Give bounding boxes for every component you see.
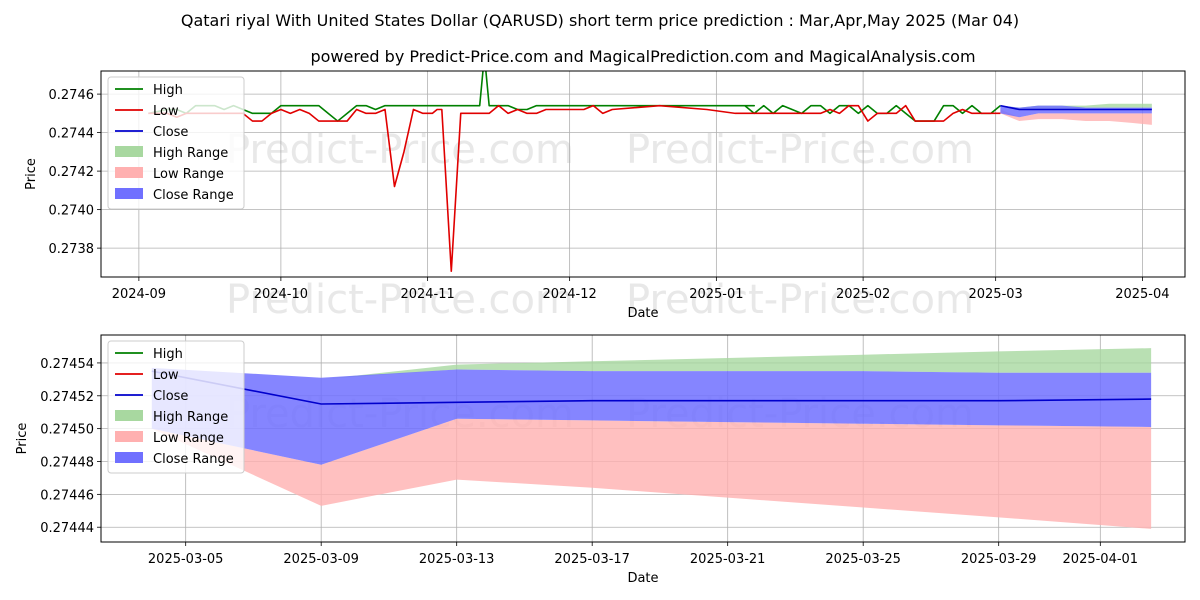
low-range-band [151, 418, 1152, 529]
y-tick-label: 0.2744 [49, 127, 95, 142]
x-tick-label: 2024-11 [400, 287, 454, 302]
legend-label: High Range [153, 146, 228, 161]
close-series-line [1000, 104, 1152, 111]
y-tick-label: 0.2738 [49, 242, 95, 257]
y-tick-label: 0.27452 [40, 390, 94, 405]
x-tick-label: 2025-03-05 [148, 552, 224, 567]
x-tick-label: 2025-03-21 [690, 552, 766, 567]
y-axis-label: Price [24, 158, 39, 190]
legend-label: Low [153, 368, 179, 383]
y-tick-label: 0.27448 [40, 456, 94, 471]
x-tick-label: 2025-03-25 [825, 552, 901, 567]
watermark-text: Predict-Price.com [226, 277, 574, 323]
y-tick-label: 0.27454 [40, 357, 94, 372]
close-range-band [1000, 105, 1152, 118]
legend: High Low Close High Range Low Range Close Ran… [107, 340, 245, 474]
y-tick-label: 0.27444 [40, 521, 94, 536]
chart-title: Qatari riyal With United States Dollar (… [181, 11, 1019, 30]
x-tick-label: 2025-03-29 [961, 552, 1037, 567]
legend-label: High [153, 347, 183, 362]
x-tick-label: 2025-04 [1115, 287, 1169, 302]
x-tick-label: 2024-09 [112, 287, 166, 302]
x-tick-label: 2025-01 [689, 287, 743, 302]
legend-label: Close Range [153, 452, 234, 467]
x-axis-label: Date [627, 571, 658, 586]
legend-swatch [115, 188, 143, 199]
top-panel: Predict-Price.com Predict-Price.com Predic… [24, 70, 1186, 323]
x-tick-label: 2024-10 [254, 287, 308, 302]
high-series-line [148, 71, 1001, 122]
legend-label: Low [153, 104, 179, 119]
legend-label: Close [153, 389, 188, 404]
watermark-text: Predict-Price.com [626, 277, 974, 323]
legend-label: Low Range [153, 167, 224, 182]
high-range-band [151, 348, 1152, 380]
x-tick-label: 2024-12 [542, 287, 596, 302]
close-series-line [151, 370, 1152, 405]
y-axis-label: Price [15, 423, 30, 455]
legend-swatch [115, 410, 143, 421]
legend-swatch [115, 167, 143, 178]
plot-area [148, 71, 1152, 273]
legend-label: Close Range [153, 188, 234, 203]
y-tick-label: 0.27446 [40, 488, 94, 503]
x-tick-label: 2025-04-01 [1063, 552, 1139, 567]
legend-label: Low Range [153, 431, 224, 446]
x-tick-label: 2025-02 [836, 287, 890, 302]
low-range-band [1000, 109, 1152, 125]
x-tick-label: 2025-03 [968, 287, 1022, 302]
y-tick-label: 0.2740 [49, 204, 95, 219]
y-tick-label: 0.2742 [49, 165, 95, 180]
bottom-panel: Predict-Price.comPredict-Price.com2025-0… [15, 334, 1186, 586]
plot-area [151, 348, 1152, 529]
legend-label: High Range [153, 410, 228, 425]
watermark-text: Predict-Price.com [626, 127, 974, 173]
x-tick-label: 2025-03-17 [554, 552, 630, 567]
close-range-band [151, 367, 1152, 465]
chart-subtitle: powered by Predict-Price.com and Magical… [310, 47, 975, 66]
low-series-line [148, 104, 1001, 273]
y-tick-label: 0.27450 [40, 423, 94, 438]
axes-frame [100, 70, 1186, 278]
legend: High Low Close High Range Low Range Close Ran… [107, 76, 245, 210]
legend-swatch [115, 146, 143, 157]
x-axis-label: Date [627, 306, 658, 321]
x-tick-label: 2025-03-09 [283, 552, 359, 567]
legend-label: Close [153, 125, 188, 140]
x-tick-label: 2025-03-13 [419, 552, 495, 567]
y-tick-label: 0.2746 [49, 88, 95, 103]
legend-swatch [115, 431, 143, 442]
axes-frame [100, 334, 1186, 543]
legend-label: High [153, 83, 183, 98]
legend-swatch [115, 452, 143, 463]
